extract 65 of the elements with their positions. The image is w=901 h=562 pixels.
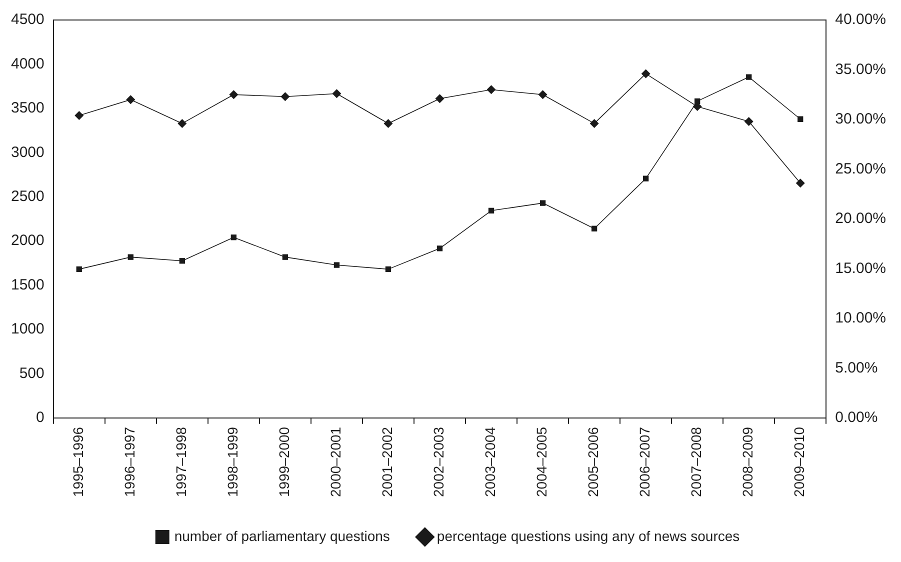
x-tick-label: 1996–1997	[122, 426, 138, 498]
y-tick-label: 1000	[10, 320, 44, 338]
point	[280, 92, 290, 102]
y-tick-label: 3500	[10, 100, 44, 117]
y2-tick-label: 0.00%	[835, 409, 878, 426]
point	[128, 254, 134, 260]
y-tick-label: 4000	[10, 55, 44, 72]
y-tick-label: 2500	[10, 188, 44, 205]
point	[230, 234, 237, 240]
point	[332, 89, 342, 98]
point	[486, 85, 496, 94]
x-tick-label: 2008–2009	[740, 426, 756, 498]
point	[385, 266, 392, 272]
x-tick-label: 2004–2005	[534, 426, 550, 498]
point	[229, 90, 238, 100]
point	[796, 178, 805, 188]
y2-tick-label: 35.00%	[835, 60, 886, 78]
y-tick-label: 500	[19, 364, 44, 382]
legend-label: percentage questions using any of news sources	[436, 528, 740, 544]
point	[591, 226, 598, 232]
point	[641, 69, 650, 78]
point	[798, 116, 804, 122]
x-tick-label: 2007–2008	[688, 426, 704, 498]
point	[435, 94, 444, 104]
y2-tick-label: 30.00%	[835, 110, 886, 128]
point	[538, 90, 548, 100]
y-tick-label: 1500	[10, 276, 44, 294]
point	[74, 111, 84, 120]
point	[744, 116, 754, 126]
y2-tick-label: 15.00%	[835, 260, 886, 277]
point	[488, 208, 494, 214]
y-tick-label: 4500	[10, 11, 44, 28]
point	[384, 118, 393, 128]
legend-label: number of parliamentary questions	[174, 528, 390, 544]
point	[179, 258, 185, 264]
y2-tick-label: 20.00%	[835, 210, 886, 228]
x-tick-label: 1998–1999	[224, 426, 241, 498]
point	[126, 95, 136, 104]
point	[540, 200, 546, 206]
x-tick-label: 2003–2004	[482, 426, 498, 498]
point	[178, 118, 187, 128]
y2-tick-label: 10.00%	[835, 310, 886, 327]
x-tick-label: 2006–2007	[636, 426, 653, 498]
x-tick-label: 2002–2003	[430, 426, 447, 498]
point	[590, 118, 599, 128]
x-tick-label: 1997–1998	[173, 426, 190, 498]
point	[642, 176, 649, 182]
y-tick-label: 3000	[10, 144, 44, 161]
x-tick-label: 2009–2010	[791, 426, 808, 498]
point	[694, 98, 700, 104]
y-tick-label: 0	[36, 409, 44, 426]
y-tick-label: 2000	[10, 232, 44, 250]
x-tick-label: 1999–2000	[276, 426, 292, 498]
x-tick-label: 2005–2006	[585, 426, 602, 498]
y2-tick-label: 25.00%	[835, 160, 886, 178]
y2-tick-label: 5.00%	[835, 359, 878, 376]
x-tick-label: 2000–2001	[328, 426, 344, 498]
point	[334, 262, 340, 268]
point	[76, 266, 82, 272]
point	[282, 254, 288, 260]
point	[436, 246, 443, 252]
x-tick-label: 1995–1996	[70, 426, 86, 498]
point	[746, 74, 752, 80]
x-tick-label: 2001–2002	[379, 426, 396, 498]
y2-tick-label: 40.00%	[835, 11, 886, 28]
